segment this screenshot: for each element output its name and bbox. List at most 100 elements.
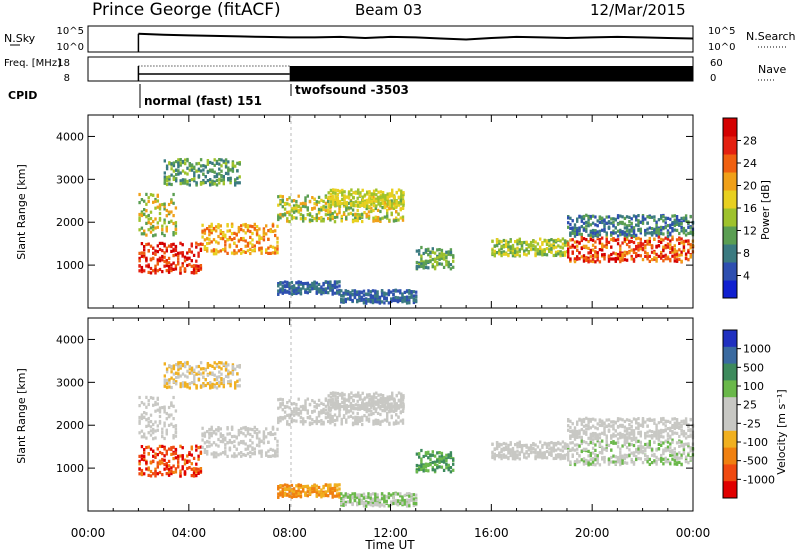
power-cell bbox=[635, 233, 638, 237]
velocity-cell bbox=[532, 443, 535, 447]
velocity-cell bbox=[175, 371, 178, 375]
velocity-cell bbox=[648, 439, 651, 444]
velocity-cell bbox=[260, 454, 263, 458]
power-cell bbox=[163, 202, 166, 206]
velocity-cell bbox=[158, 450, 162, 455]
velocity-cell bbox=[684, 457, 688, 461]
power-cell bbox=[295, 199, 298, 204]
power-cell bbox=[623, 258, 627, 262]
power-cell bbox=[154, 233, 157, 237]
velocity-cell bbox=[644, 431, 647, 436]
power-cell bbox=[172, 242, 175, 246]
velocity-cell bbox=[229, 371, 232, 375]
power-cell bbox=[370, 202, 373, 206]
velocity-cell bbox=[242, 453, 245, 457]
power-cell bbox=[329, 215, 332, 219]
velocity-cell bbox=[211, 385, 214, 389]
power-cell bbox=[215, 172, 219, 176]
velocity-cell bbox=[140, 473, 144, 477]
power-cell bbox=[495, 251, 499, 255]
velocity-cell bbox=[619, 423, 622, 427]
velocity-cell bbox=[554, 456, 558, 460]
power-cell bbox=[359, 191, 362, 195]
colorbar-swatch bbox=[723, 118, 737, 137]
power-cell bbox=[167, 264, 171, 268]
power-cell bbox=[610, 221, 613, 225]
power-cell bbox=[534, 240, 537, 244]
power-cell bbox=[491, 239, 494, 243]
power-cell bbox=[154, 197, 157, 202]
power-cell bbox=[277, 195, 280, 199]
power-cell bbox=[237, 227, 241, 231]
velocity-cell bbox=[281, 408, 284, 412]
power-cell bbox=[567, 221, 570, 225]
power-cell bbox=[374, 215, 377, 219]
velocity-cell bbox=[195, 365, 198, 369]
power-cell bbox=[420, 254, 423, 258]
velocity-cell bbox=[589, 441, 592, 445]
power-cell bbox=[228, 237, 232, 241]
power-cell bbox=[195, 241, 198, 245]
velocity-cell bbox=[541, 444, 544, 448]
velocity-cell bbox=[143, 435, 146, 439]
power-cell bbox=[327, 210, 330, 214]
power-cell bbox=[329, 218, 332, 222]
velocity-cell bbox=[199, 467, 203, 471]
power-cell bbox=[235, 251, 238, 255]
velocity-cell bbox=[664, 439, 667, 443]
power-cell bbox=[372, 198, 376, 202]
velocity-cell bbox=[179, 366, 182, 370]
power-cell bbox=[368, 191, 371, 195]
power-cell bbox=[213, 180, 216, 184]
velocity-cell bbox=[514, 450, 517, 454]
velocity-cell bbox=[262, 441, 266, 445]
power-cell bbox=[493, 249, 496, 253]
velocity-cell bbox=[212, 429, 216, 434]
velocity-cell bbox=[532, 446, 535, 451]
velocity-cell bbox=[440, 451, 444, 455]
power-cell bbox=[362, 297, 366, 301]
velocity-cell bbox=[290, 420, 294, 424]
power-cell bbox=[347, 206, 350, 210]
velocity-cell bbox=[393, 407, 396, 411]
power-cell bbox=[395, 200, 398, 204]
velocity-cell bbox=[614, 462, 617, 466]
velocity-cell bbox=[338, 410, 341, 414]
power-cell bbox=[500, 251, 503, 255]
velocity-cell bbox=[534, 443, 537, 447]
velocity-cell bbox=[156, 408, 159, 412]
velocity-cell bbox=[388, 395, 392, 399]
power-cell bbox=[215, 159, 219, 163]
power-cell bbox=[349, 200, 353, 204]
power-cell bbox=[311, 215, 314, 219]
power-cell bbox=[341, 197, 344, 201]
velocity-cell bbox=[388, 410, 391, 414]
velocity-cell bbox=[559, 457, 562, 461]
power-cell bbox=[281, 291, 284, 295]
velocity-cell bbox=[199, 384, 203, 389]
velocity-cell bbox=[356, 415, 359, 420]
velocity-cell bbox=[386, 414, 389, 418]
velocity-cell bbox=[687, 461, 690, 465]
velocity-cell bbox=[585, 416, 588, 420]
power-cell bbox=[680, 259, 683, 263]
power-cell bbox=[174, 224, 178, 228]
power-cell bbox=[203, 228, 207, 232]
power-cell bbox=[138, 259, 141, 263]
power-cell bbox=[167, 202, 171, 207]
power-cell bbox=[632, 240, 636, 245]
power-cell bbox=[304, 196, 307, 200]
velocity-cell bbox=[397, 421, 400, 425]
power-cell bbox=[140, 232, 144, 236]
power-cell bbox=[163, 207, 166, 211]
velocity-cell bbox=[190, 462, 193, 466]
power-cell bbox=[195, 259, 198, 263]
power-cell bbox=[306, 287, 309, 291]
power-cell bbox=[174, 267, 178, 271]
power-cell bbox=[167, 210, 171, 214]
power-cell bbox=[343, 196, 346, 200]
velocity-cell bbox=[174, 451, 178, 456]
power-cell bbox=[154, 217, 157, 221]
power-cell bbox=[567, 255, 570, 259]
power-cell bbox=[379, 209, 382, 214]
